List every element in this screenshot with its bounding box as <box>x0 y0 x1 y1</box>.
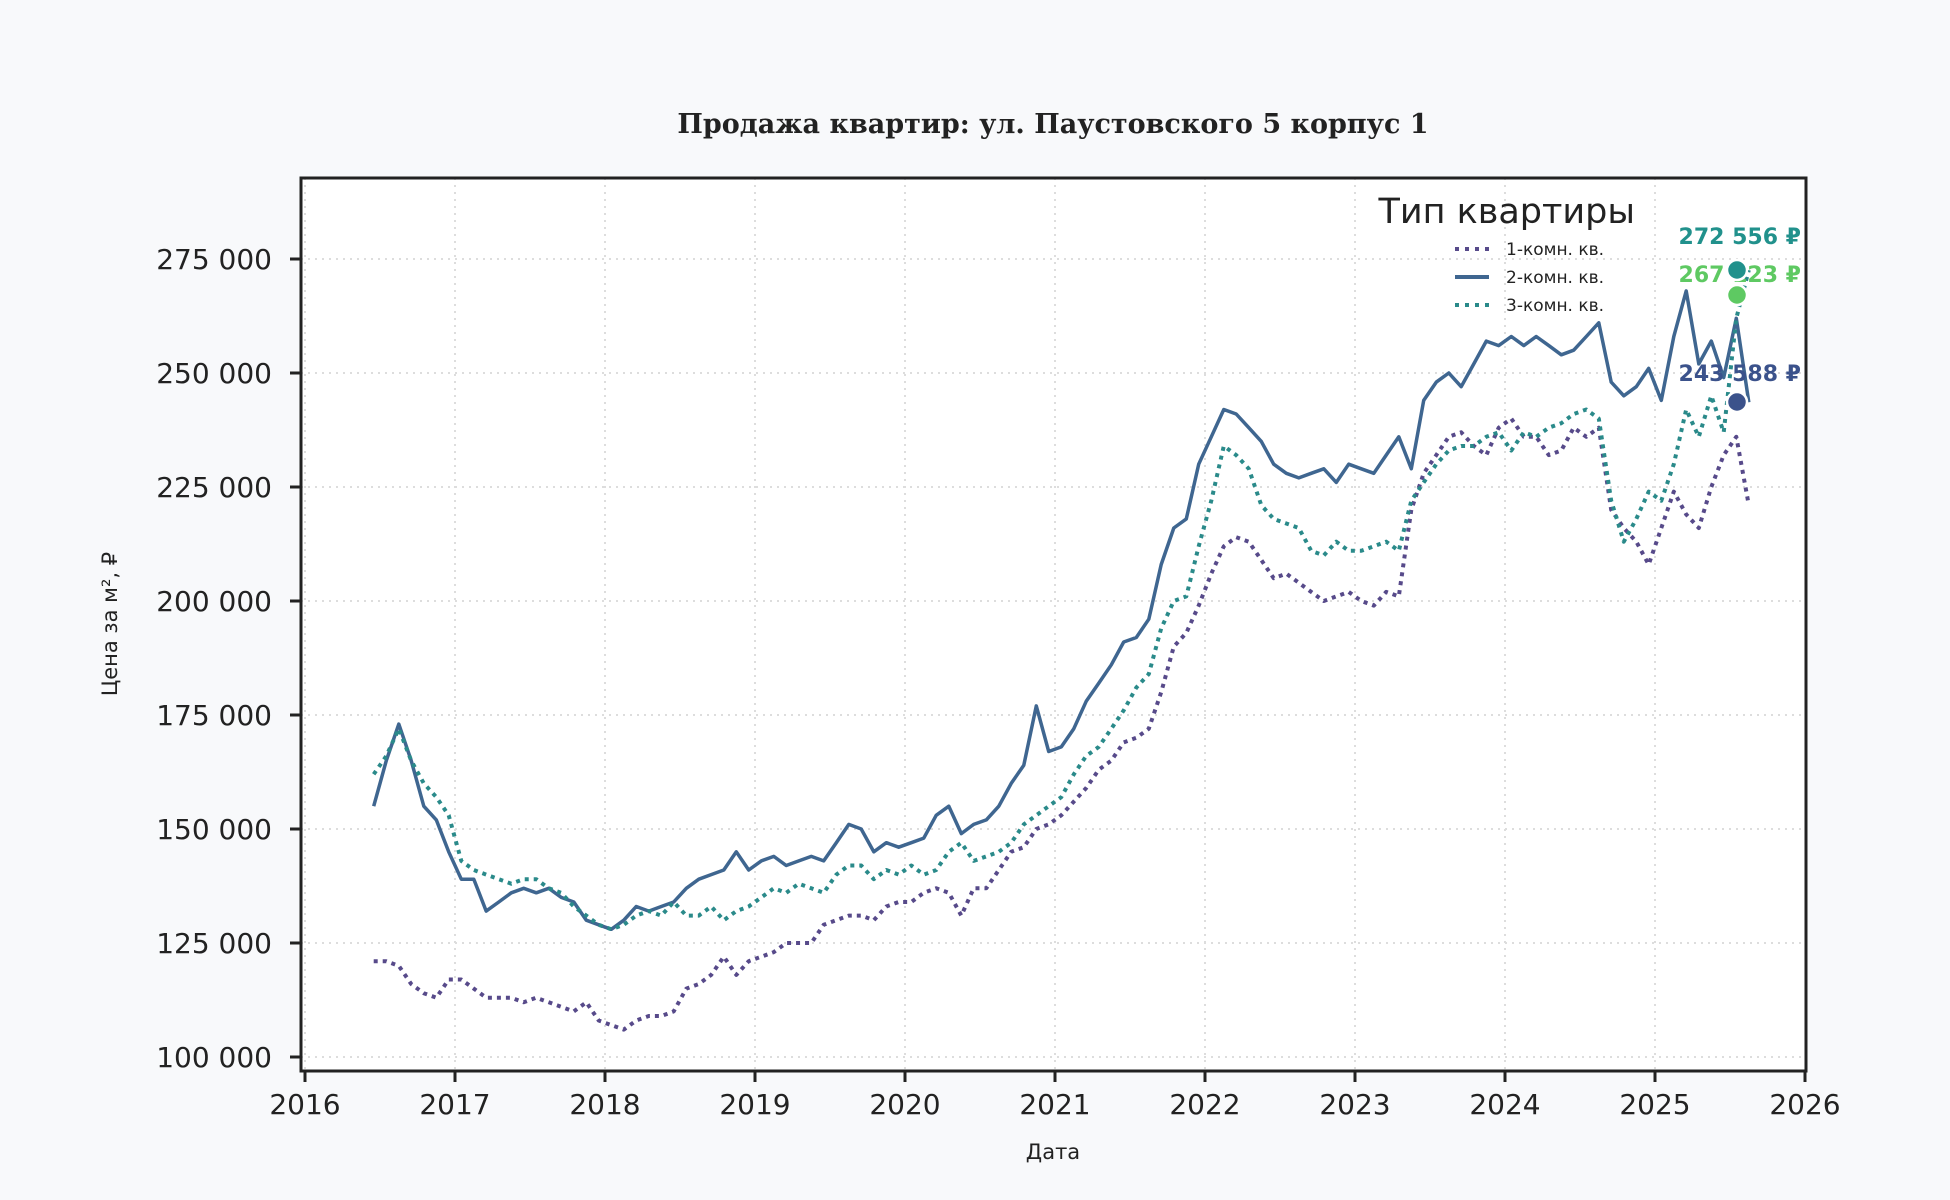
x-axis-label: Дата <box>1026 1140 1080 1164</box>
series-line-1-room <box>373 416 1751 1032</box>
x-tick-label: 2016 <box>269 1088 340 1121</box>
annotation-marker <box>1725 390 1749 414</box>
grid <box>301 178 1806 1071</box>
legend-title: Тип квартиры <box>1377 192 1635 232</box>
y-tick-label: 200 000 <box>156 585 272 618</box>
x-tick-label: 2022 <box>1169 1088 1240 1121</box>
y-tick-label: 275 000 <box>156 243 272 276</box>
series-line-2-room <box>372 289 1751 932</box>
plot-area <box>301 178 1806 1071</box>
x-tick-label: 2025 <box>1619 1088 1690 1121</box>
x-tick-label: 2017 <box>419 1088 490 1121</box>
y-tick-label: 250 000 <box>156 357 272 390</box>
x-tick-label: 2023 <box>1319 1088 1390 1121</box>
y-tick-label: 150 000 <box>156 813 272 846</box>
x-tick-label: 2019 <box>719 1088 790 1121</box>
ticks: 2016 2017 2018 2019 2020 2021 2022 2023 2024 2025… <box>156 243 1840 1121</box>
annotation-marker <box>1725 283 1749 307</box>
y-tick-label: 175 000 <box>156 699 272 732</box>
y-axis-label: Цена за м², ₽ <box>98 552 122 696</box>
series-lines <box>372 269 1751 1032</box>
x-tick-label: 2024 <box>1469 1088 1540 1121</box>
x-tick-label: 2021 <box>1019 1088 1090 1121</box>
legend-label-1-room: 1-комн. кв. <box>1506 240 1604 260</box>
y-tick-label: 125 000 <box>156 927 272 960</box>
chart-title: Продажа квартир: ул. Паустовского 5 корп… <box>677 109 1428 140</box>
legend: Тип квартиры 1-комн. кв. 2-комн. кв. 3-ком… <box>1377 192 1635 316</box>
x-tick-label: 2018 <box>569 1088 640 1121</box>
legend-label-2-room: 2-комн. кв. <box>1506 268 1604 288</box>
x-tick-label: 2026 <box>1769 1088 1840 1121</box>
annotation-label: 272 556 ₽ <box>1679 225 1801 250</box>
annotation-label: 243 588 ₽ <box>1679 362 1801 387</box>
x-tick-label: 2020 <box>869 1088 940 1121</box>
series-line-3-room <box>372 269 1751 932</box>
legend-label-3-room: 3-комн. кв. <box>1506 296 1604 316</box>
annotation-marker <box>1725 258 1749 282</box>
annotations: 272 556 ₽267 123 ₽243 588 ₽ <box>1679 225 1801 414</box>
y-tick-label: 225 000 <box>156 471 272 504</box>
y-tick-label: 100 000 <box>156 1041 272 1074</box>
